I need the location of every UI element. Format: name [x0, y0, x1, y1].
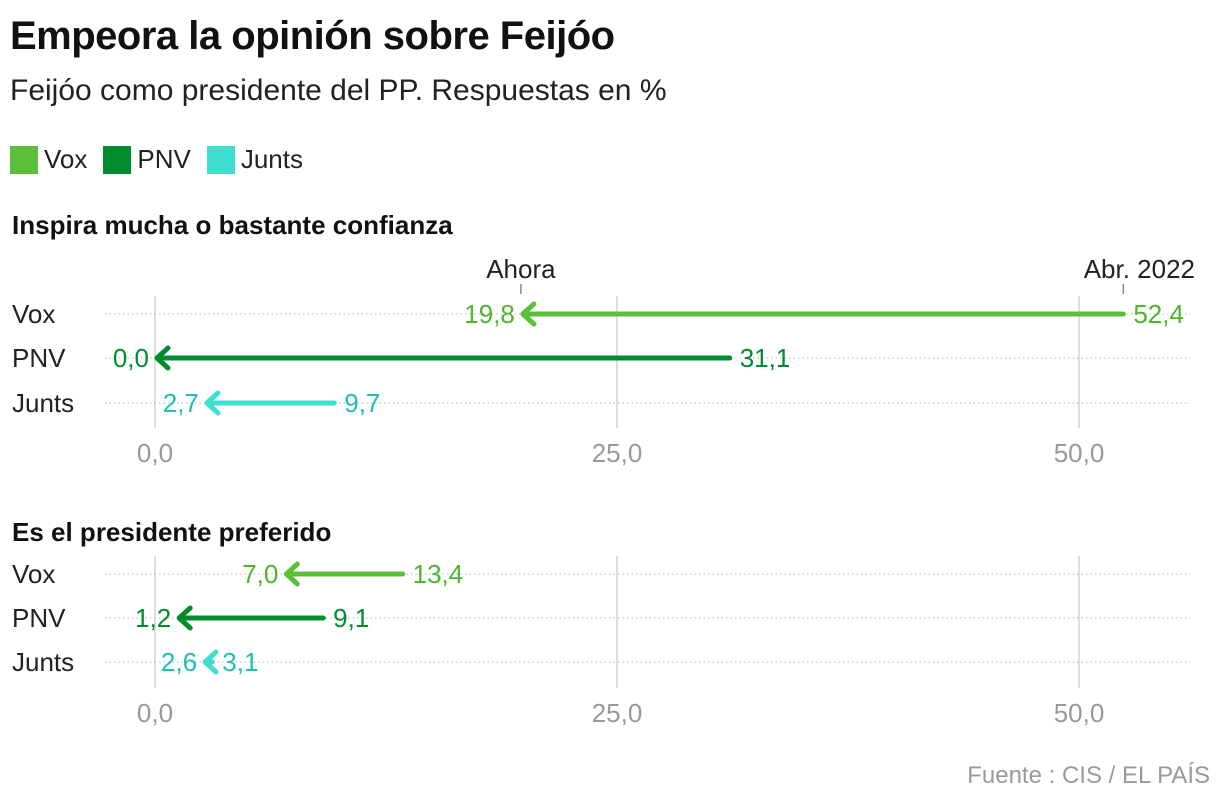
panel-confianza-tick-label-2: 50,0	[1054, 438, 1105, 468]
panel-confianza-row-label-junts: Junts	[12, 388, 74, 418]
panel-preferido-value-end-pnv: 1,2	[135, 603, 171, 633]
legend-item-vox: Vox	[10, 144, 87, 175]
panel-confianza-marker-start: Abr. 2022	[1084, 254, 1195, 284]
legend-swatch-vox	[10, 145, 38, 174]
panel-confianza-value-end-pnv: 0,0	[113, 343, 149, 373]
panel-preferido-row-label-vox: Vox	[12, 559, 55, 589]
panel-confianza-value-end-junts: 2,7	[163, 388, 199, 418]
panel-preferido-value-start-pnv: 9,1	[333, 603, 369, 633]
panel-confianza-row-label-pnv: PNV	[12, 343, 66, 373]
panel-confianza-value-start-vox: 52,4	[1133, 299, 1184, 329]
legend-item-pnv: PNV	[103, 144, 191, 175]
panel-confianza-marker-now: Ahora	[486, 254, 556, 284]
panel-preferido-title: Es el presidente preferido	[12, 517, 331, 547]
panel-confianza-row-label-vox: Vox	[12, 299, 55, 329]
panel-confianza-title: Inspira mucha o bastante confianza	[12, 210, 453, 240]
legend-label-junts: Junts	[240, 144, 303, 174]
panel-preferido-arrow-head-pnv	[176, 605, 193, 631]
panel-confianza-value-end-vox: 19,8	[464, 299, 515, 329]
panel-preferido-tick-label-0: 0,0	[137, 698, 173, 728]
panel-preferido-value-start-junts: 3,1	[222, 647, 258, 677]
legend-label-pnv: PNV	[137, 144, 191, 174]
panel-preferido-row-label-pnv: PNV	[12, 603, 66, 633]
panel-preferido-tick-label-1: 25,0	[592, 698, 643, 728]
legend-label-vox: Vox	[44, 144, 88, 174]
legend-swatch-pnv	[103, 145, 132, 174]
legend: Vox PNV Junts	[10, 144, 319, 175]
panel-preferido-row-label-junts: Junts	[12, 647, 74, 677]
panel-preferido-arrow-head-vox	[283, 561, 300, 587]
panel-confianza-arrow-head-pnv	[154, 345, 171, 371]
panel-confianza-value-start-pnv: 31,1	[740, 343, 791, 373]
panel-preferido-arrow-head-junts	[202, 649, 219, 675]
chart-title: Empeora la opinión sobre Feijóo	[10, 14, 615, 58]
panel-preferido-value-start-vox: 13,4	[413, 559, 464, 589]
panel-confianza-tick-label-1: 25,0	[592, 438, 643, 468]
panel-confianza-value-start-junts: 9,7	[344, 388, 380, 418]
source-note: Fuente : CIS / EL PAÍS	[967, 762, 1210, 789]
legend-item-junts: Junts	[206, 144, 303, 175]
panel-confianza-arrow-head-vox	[520, 301, 537, 327]
panel-preferido-tick-label-2: 50,0	[1054, 698, 1105, 728]
panel-confianza-tick-label-0: 0,0	[137, 438, 173, 468]
legend-swatch-junts	[206, 145, 235, 174]
chart-subtitle: Feijóo como presidente del PP. Respuesta…	[10, 74, 667, 107]
panel-confianza-arrow-head-junts	[204, 390, 221, 416]
panel-preferido-value-end-vox: 7,0	[242, 559, 278, 589]
panel-preferido-value-end-junts: 2,6	[161, 647, 197, 677]
